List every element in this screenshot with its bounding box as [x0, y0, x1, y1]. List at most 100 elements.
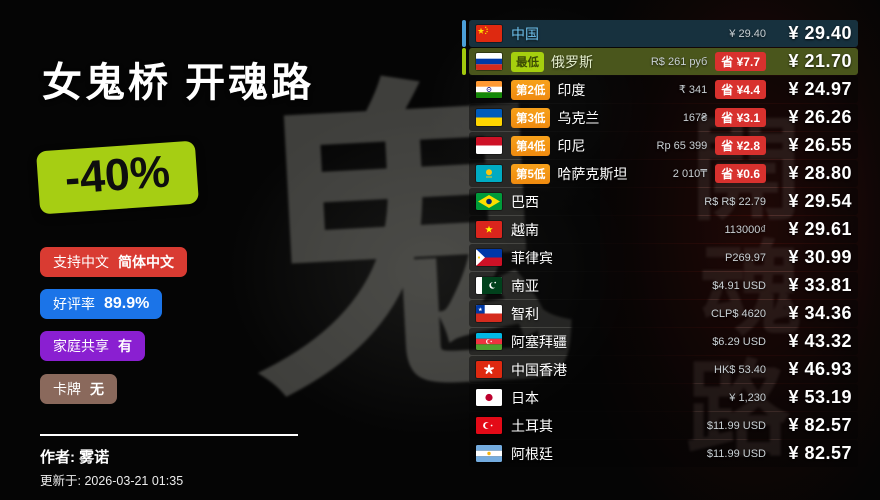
rank-badge: 第5低: [511, 163, 551, 184]
converted-price: ¥ 24.97: [788, 79, 852, 99]
price-row-philippines[interactable]: 菲律宾 P269.97 ¥ 30.99: [462, 244, 858, 271]
original-price: $11.99 USD: [706, 447, 766, 460]
price-row-japan[interactable]: 日本 ¥ 1,230 ¥ 53.19: [462, 384, 858, 411]
row-bar-spacer: [462, 440, 466, 467]
original-price: R$ 261 руб: [650, 55, 708, 68]
converted-price: ¥ 43.32: [788, 331, 852, 351]
price-row-hong-kong[interactable]: 中国香港 HK$ 53.40 ¥ 46.93: [462, 356, 858, 383]
game-title: 女鬼桥 开魂路: [42, 61, 315, 105]
country-name: 越南: [511, 221, 539, 238]
converted-price: ¥ 53.19: [788, 387, 852, 407]
price-row-china[interactable]: 中国 ¥ 29.40 ¥ 29.40: [462, 20, 858, 47]
country-name: 印尼: [557, 137, 586, 154]
regional-price-list: 中国 ¥ 29.40 ¥ 29.40 最低 俄罗斯 R$ 261 руб 省 ¥…: [462, 20, 858, 468]
original-price: ₹ 341: [678, 84, 708, 96]
original-price: $6.29 USD: [712, 335, 766, 348]
tag-label: 支持中文: [53, 254, 109, 270]
philippines-flag-icon: [476, 249, 502, 266]
country-name: 中国: [511, 25, 539, 42]
price-row-indonesia[interactable]: 第4低 印尼 Rp 65 399 省 ¥2.8 ¥ 26.55: [462, 132, 858, 159]
price-row-vietnam[interactable]: 越南 113000₫ ¥ 29.61: [462, 216, 858, 243]
row-bar-spacer: [462, 356, 466, 383]
original-price: Rp 65 399: [656, 139, 708, 152]
country-name: 阿根廷: [511, 445, 553, 462]
indonesia-flag-icon: [476, 137, 502, 154]
original-price: HK$ 53.40: [714, 363, 766, 376]
hongkong-flag-icon: [476, 361, 502, 378]
ukraine-flag-icon: [476, 109, 502, 126]
row-bar-spacer: [462, 412, 466, 439]
tag-label: 卡牌: [53, 381, 81, 397]
price-row-russia[interactable]: 最低 俄罗斯 R$ 261 руб 省 ¥7.7 ¥ 21.70: [462, 48, 858, 75]
azerbaijan-flag-icon: [476, 333, 502, 350]
tag-value: 无: [90, 381, 104, 397]
price-row-azerbaijan[interactable]: 阿塞拜疆 $6.29 USD ¥ 43.32: [462, 328, 858, 355]
updated-timestamp: 更新于: 2026-03-21 01:35: [40, 474, 184, 488]
argentina-flag-icon: [476, 445, 502, 462]
original-price: 167₴: [682, 111, 708, 124]
china-flag-icon: [476, 25, 502, 42]
tag-label: 家庭共享: [53, 338, 109, 354]
country-name: 俄罗斯: [551, 53, 593, 70]
original-price: CLP$ 4620: [710, 307, 766, 320]
turkey-flag-icon: [476, 417, 502, 434]
price-row-brazil[interactable]: 巴西 R$ R$ 22.79 ¥ 29.54: [462, 188, 858, 215]
converted-price: ¥ 21.70: [788, 51, 852, 71]
japan-flag-icon: [476, 389, 502, 406]
original-price: ¥ 29.40: [729, 27, 766, 40]
tag-value: 有: [118, 338, 132, 354]
savings-badge: 省 ¥4.4: [715, 80, 766, 99]
row-bar-spacer: [462, 160, 466, 187]
country-name: 智利: [511, 305, 539, 322]
author-line: 作者: 雾诺: [40, 449, 110, 466]
original-price: P269.97: [725, 251, 766, 264]
converted-price: ¥ 30.99: [788, 247, 852, 267]
tag-value: 简体中文: [118, 254, 174, 270]
price-row-kazakhstan[interactable]: 第5低 哈萨克斯坦 2 010₸ 省 ¥0.6 ¥ 28.80: [462, 160, 858, 187]
india-flag-icon: [476, 81, 502, 98]
tag-label: 好评率: [53, 296, 95, 312]
converted-price: ¥ 26.55: [788, 135, 852, 155]
pakistan-flag-icon: [476, 277, 502, 294]
price-row-argentina[interactable]: 阿根廷 $11.99 USD ¥ 82.57: [462, 440, 858, 467]
savings-badge: 省 ¥7.7: [715, 52, 766, 71]
price-row-chile[interactable]: 智利 CLP$ 4620 ¥ 34.36: [462, 300, 858, 327]
price-row-ukraine[interactable]: 第3低 乌克兰 167₴ 省 ¥3.1 ¥ 26.26: [462, 104, 858, 131]
country-name: 日本: [511, 389, 539, 406]
vietnam-flag-icon: [476, 221, 502, 238]
rank-badge: 第4低: [511, 135, 551, 156]
price-row-turkey[interactable]: 土耳其 $11.99 USD ¥ 82.57: [462, 412, 858, 439]
discount-badge: -40%: [35, 140, 200, 215]
country-name: 阿塞拜疆: [511, 333, 567, 350]
savings-badge: 省 ¥3.1: [715, 108, 766, 127]
country-name: 中国香港: [511, 361, 567, 378]
converted-price: ¥ 33.81: [788, 275, 852, 295]
lowest-region-bar: [462, 48, 466, 75]
converted-price: ¥ 46.93: [788, 359, 852, 379]
country-name: 哈萨克斯坦: [557, 165, 628, 182]
row-bar-spacer: [462, 132, 466, 159]
converted-price: ¥ 28.80: [788, 163, 852, 183]
current-region-bar: [462, 20, 466, 47]
price-row-south-asia[interactable]: 南亚 $4.91 USD ¥ 33.81: [462, 272, 858, 299]
row-bar-spacer: [462, 104, 466, 131]
rank-badge: 第2低: [511, 79, 551, 100]
country-name: 菲律宾: [511, 249, 553, 266]
price-row-india[interactable]: 第2低 印度 ₹ 341 省 ¥4.4 ¥ 24.97: [462, 76, 858, 103]
row-bar-spacer: [462, 76, 466, 103]
footer-divider: [40, 434, 298, 436]
country-name: 印度: [557, 81, 586, 98]
row-bar-spacer: [462, 216, 466, 243]
tag-value: 89.9%: [104, 295, 150, 312]
converted-price: ¥ 29.61: [788, 219, 852, 239]
russia-flag-icon: [476, 53, 502, 70]
original-price: 113000₫: [724, 223, 766, 236]
rank-badge: 第3低: [511, 107, 551, 128]
row-bar-spacer: [462, 300, 466, 327]
row-bar-spacer: [462, 188, 466, 215]
country-name: 巴西: [511, 193, 539, 210]
converted-price: ¥ 29.54: [788, 191, 852, 211]
original-price: $4.91 USD: [712, 279, 766, 292]
kazakhstan-flag-icon: [476, 165, 502, 182]
